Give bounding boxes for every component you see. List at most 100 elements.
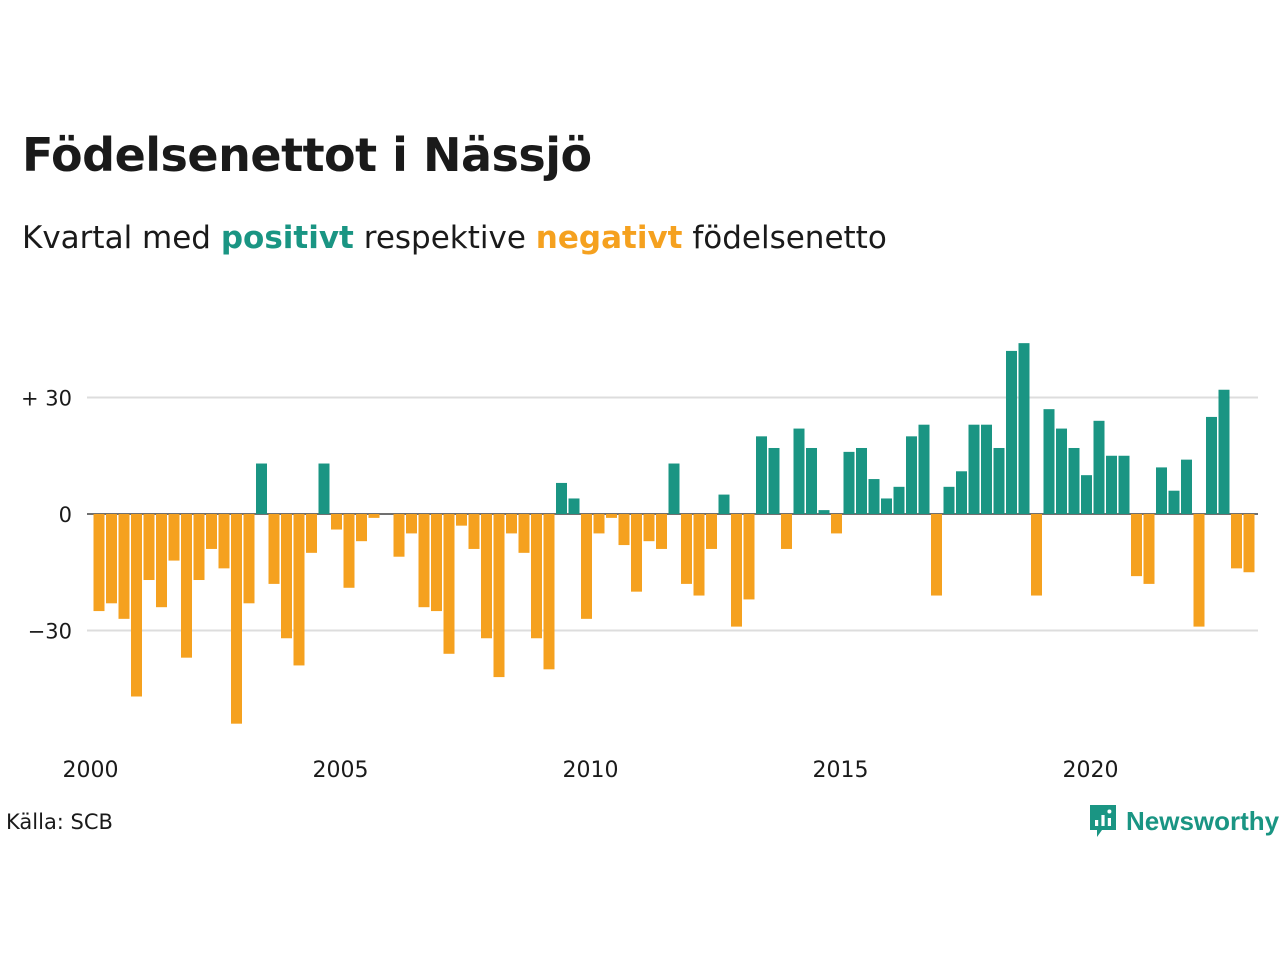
bar [456, 514, 467, 526]
bar [731, 514, 742, 627]
bar [818, 510, 830, 514]
bar [768, 447, 780, 514]
bar [781, 514, 792, 549]
bar [143, 514, 155, 581]
x-tick-label: 2015 [813, 758, 869, 783]
bar [1006, 350, 1017, 514]
bar [543, 514, 555, 670]
chart-subtitle: Kvartal med positivt respektive negativt… [22, 220, 887, 256]
bar [418, 514, 430, 608]
bar [581, 514, 592, 619]
bar [468, 514, 480, 549]
y-tick-label: −30 [28, 619, 72, 643]
bar [156, 514, 167, 608]
bar [556, 482, 567, 514]
bar [1218, 389, 1230, 514]
x-tick-label: 2000 [63, 758, 119, 783]
bar [281, 514, 292, 639]
bar [881, 498, 892, 514]
y-tick-label: + 30 [21, 387, 72, 411]
bar [1031, 514, 1042, 596]
bar [206, 514, 217, 549]
bar [1081, 475, 1092, 514]
brand-logo: Newsworthy [1088, 803, 1279, 839]
bar [868, 479, 880, 514]
bar [231, 514, 242, 724]
bar [243, 514, 255, 604]
bar [568, 498, 580, 514]
brand-name: Newsworthy [1126, 805, 1280, 836]
bar [318, 463, 330, 514]
bar [1068, 447, 1080, 514]
source-note: Källa: SCB [6, 810, 113, 834]
bar [806, 447, 817, 514]
bar [306, 514, 317, 553]
bar [356, 514, 367, 542]
bar [406, 514, 417, 534]
bar [118, 514, 130, 619]
bar [668, 463, 680, 514]
bar [331, 514, 342, 530]
bar [893, 486, 905, 514]
bar [531, 514, 542, 639]
bar [956, 471, 967, 514]
bar [431, 514, 442, 612]
subtitle-positive: positivt [220, 220, 354, 256]
bar [93, 514, 105, 612]
bar [931, 514, 942, 596]
bar [1168, 490, 1180, 514]
subtitle-negative: negativt [535, 220, 683, 256]
bar [106, 514, 117, 604]
x-tick-label: 2010 [563, 758, 619, 783]
bar [831, 514, 842, 534]
bar [506, 514, 517, 534]
bar [631, 514, 642, 592]
bar [1043, 409, 1055, 514]
subtitle-prefix: Kvartal med [22, 220, 211, 256]
bar [181, 514, 192, 658]
bar [843, 451, 855, 514]
bar [493, 514, 505, 678]
bar [793, 428, 805, 514]
bar [1156, 467, 1167, 514]
chart-title: Födelsenettot i Nässjö [22, 128, 592, 182]
y-tick-label: 0 [59, 503, 72, 527]
bar [393, 514, 405, 557]
bar [268, 514, 280, 584]
axis-layer: + 30 0 −30 2000 2005 2010 2015 2020 [21, 387, 1119, 783]
bar-layer [93, 343, 1255, 724]
bar [681, 514, 692, 584]
subtitle-middle: respektive [363, 220, 526, 256]
bar [1181, 459, 1192, 514]
bar [1106, 455, 1117, 514]
bar [693, 514, 705, 596]
bar [943, 486, 955, 514]
bar [1131, 514, 1142, 577]
bar [193, 514, 205, 581]
bar [1056, 428, 1067, 514]
bar [168, 514, 180, 561]
bar [1018, 343, 1030, 514]
bar [218, 514, 230, 569]
x-tick-label: 2005 [313, 758, 369, 783]
bar [1193, 514, 1205, 627]
bar [1118, 455, 1130, 514]
bar [1231, 514, 1242, 569]
bar [906, 436, 917, 514]
subtitle-suffix: födelsenetto [692, 220, 887, 256]
bar [593, 514, 605, 534]
bar [618, 514, 630, 546]
bar [968, 424, 980, 514]
bar [756, 436, 767, 514]
bar [856, 447, 867, 514]
bar [706, 514, 717, 549]
bar [1093, 420, 1105, 514]
bar [656, 514, 667, 549]
bar [1206, 416, 1217, 514]
bar [256, 463, 267, 514]
newsworthy-logo-icon [1090, 805, 1116, 837]
bar [1243, 514, 1255, 573]
bar [993, 447, 1005, 514]
bar [918, 424, 930, 514]
